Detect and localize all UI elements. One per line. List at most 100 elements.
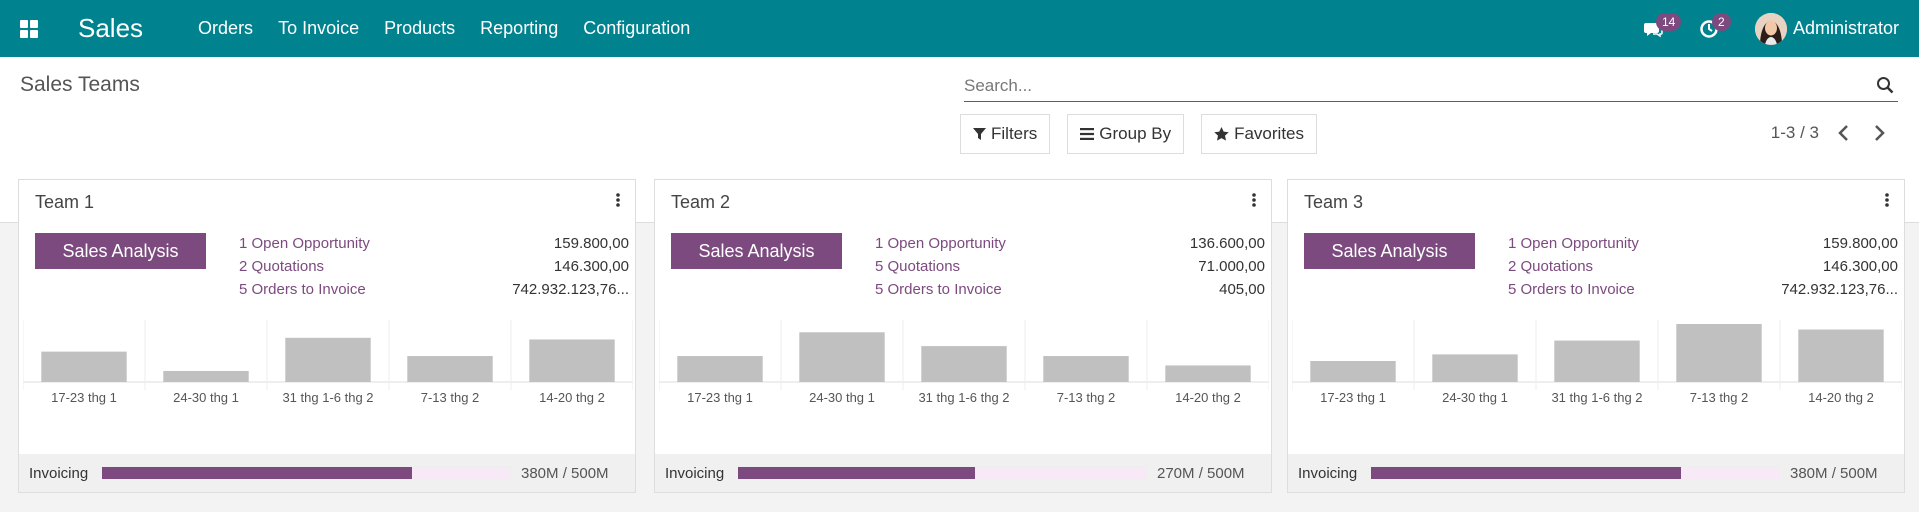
team-card[interactable]: Team 2 Sales Analysis 1 Open Opportunity… (654, 179, 1272, 493)
sales-analysis-button[interactable]: Sales Analysis (671, 233, 842, 269)
sales-analysis-button[interactable]: Sales Analysis (35, 233, 206, 269)
orders-to-invoice-link[interactable]: 5 Orders to Invoice (875, 281, 1002, 298)
user-menu[interactable]: Administrator (1792, 18, 1899, 38)
open-opportunity-link[interactable]: 1 Open Opportunity (1508, 235, 1639, 252)
filter-icon (973, 127, 986, 140)
open-opportunity-link[interactable]: 1 Open Opportunity (875, 235, 1006, 252)
graph-bar[interactable] (921, 346, 1007, 382)
graph-bar[interactable] (1676, 324, 1762, 382)
team-stats: 1 Open Opportunity 136.600,00 5 Quotation… (875, 235, 1265, 304)
stat-row: 5 Orders to Invoice 742.932.123,76... (1508, 281, 1898, 304)
pager-next-icon[interactable] (1869, 123, 1889, 143)
progress-bar (737, 466, 1147, 480)
sales-graph[interactable]: 17-23 thg 1 24-30 thg 1 31 thg 1-6 thg 2 7-… (1292, 320, 1902, 412)
graph-tick-label: 31 thg 1-6 thg 2 (1551, 390, 1642, 405)
stat-row: 5 Quotations 71.000,00 (875, 258, 1265, 281)
progress-label: Invoicing (665, 464, 725, 482)
pager-previous-icon[interactable] (1834, 123, 1854, 143)
graph-tick-label: 17-23 thg 1 (1320, 390, 1386, 405)
invoicing-progress: Invoicing 270M / 500M (655, 454, 1271, 492)
group-by-button[interactable]: Group By (1067, 114, 1185, 154)
messages-badge: 14 (1655, 12, 1682, 31)
filters-button[interactable]: Filters (960, 114, 1051, 154)
card-dropdown-icon[interactable] (1251, 192, 1257, 208)
menu-configuration[interactable]: Configuration (583, 18, 691, 38)
graph-bar[interactable] (407, 356, 493, 382)
stat-row: 1 Open Opportunity 159.800,00 (1508, 235, 1898, 258)
graph-tick-label: 24-30 thg 1 (809, 390, 875, 405)
progress-text[interactable]: 380M / 500M (521, 464, 609, 482)
apps-grid-icon[interactable] (20, 19, 38, 38)
sales-analysis-button[interactable]: Sales Analysis (1304, 233, 1475, 269)
graph-bar[interactable] (163, 370, 249, 382)
menu-orders[interactable]: Orders (198, 18, 254, 38)
graph-bar[interactable] (677, 356, 763, 382)
stat-row: 2 Quotations 146.300,00 (239, 258, 629, 281)
progress-fill (738, 467, 975, 479)
progress-label: Invoicing (1298, 464, 1358, 482)
stat-value: 742.932.123,76... (1781, 281, 1898, 298)
activities-icon[interactable]: 2 (1699, 12, 1731, 39)
stat-row: 1 Open Opportunity 159.800,00 (239, 235, 629, 258)
pager-value[interactable]: 1-3 / 3 (1770, 123, 1819, 142)
graph-tick-label: 14-20 thg 2 (1808, 390, 1874, 405)
sales-graph[interactable]: 17-23 thg 1 24-30 thg 1 31 thg 1-6 thg 2 7-… (659, 320, 1269, 412)
invoicing-progress: Invoicing 380M / 500M (1288, 454, 1904, 492)
search-icon[interactable] (1876, 76, 1896, 96)
progress-label: Invoicing (29, 464, 89, 482)
search-input[interactable] (964, 72, 1864, 100)
graph-tick-label: 14-20 thg 2 (539, 390, 605, 405)
open-opportunity-link[interactable]: 1 Open Opportunity (239, 235, 370, 252)
graph-bar[interactable] (529, 339, 615, 382)
graph-bar[interactable] (285, 337, 371, 382)
menu-reporting[interactable]: Reporting (480, 18, 559, 38)
quotations-link[interactable]: 2 Quotations (1508, 258, 1594, 275)
page-title: Sales Teams (20, 73, 140, 96)
card-dropdown-icon[interactable] (1884, 192, 1890, 208)
graph-tick-label: 17-23 thg 1 (51, 390, 117, 405)
graph-tick-label: 7-13 thg 2 (421, 390, 480, 405)
team-card[interactable]: Team 3 Sales Analysis 1 Open Opportunity… (1287, 179, 1905, 493)
messages-icon[interactable]: 14 (1643, 12, 1682, 39)
graph-bar[interactable] (1310, 361, 1396, 382)
orders-to-invoice-link[interactable]: 5 Orders to Invoice (1508, 281, 1635, 298)
graph-tick-label: 17-23 thg 1 (687, 390, 753, 405)
team-name: Team 2 (671, 192, 731, 212)
orders-to-invoice-link[interactable]: 5 Orders to Invoice (239, 281, 366, 298)
quotations-link[interactable]: 5 Quotations (875, 258, 961, 275)
card-dropdown-icon[interactable] (615, 192, 621, 208)
filters-label: Filters (991, 124, 1038, 143)
graph-bar[interactable] (1432, 354, 1518, 382)
stat-row: 5 Orders to Invoice 405,00 (875, 281, 1265, 304)
favorites-button[interactable]: Favorites (1201, 114, 1318, 154)
menu-products[interactable]: Products (384, 18, 456, 38)
graph-tick-label: 31 thg 1-6 thg 2 (918, 390, 1009, 405)
progress-text[interactable]: 270M / 500M (1157, 464, 1245, 482)
stat-value: 146.300,00 (553, 258, 629, 275)
stat-value: 742.932.123,76... (512, 281, 629, 298)
graph-bar[interactable] (41, 351, 127, 382)
graph-tick-label: 24-30 thg 1 (173, 390, 239, 405)
navbar-right: 14 2 Administrator (1643, 0, 1899, 57)
graph-tick-label: 14-20 thg 2 (1175, 390, 1241, 405)
team-card[interactable]: Team 1 Sales Analysis 1 Open Opportunity… (18, 179, 636, 493)
progress-bar (101, 466, 511, 480)
progress-text[interactable]: 380M / 500M (1790, 464, 1878, 482)
app-brand[interactable]: Sales (78, 13, 144, 43)
graph-bar[interactable] (1043, 356, 1129, 382)
star-icon (1214, 127, 1229, 141)
team-name: Team 1 (35, 192, 95, 212)
progress-bar (1370, 466, 1780, 480)
menu-to-invoice[interactable]: To Invoice (278, 18, 360, 38)
stat-row: 1 Open Opportunity 136.600,00 (875, 235, 1265, 258)
graph-bar[interactable] (799, 332, 885, 382)
graph-bar[interactable] (1554, 340, 1640, 382)
pager: 1-3 / 3 (1771, 123, 1889, 143)
user-avatar[interactable] (1754, 12, 1787, 45)
graph-bar[interactable] (1798, 329, 1884, 382)
graph-tick-label: 7-13 thg 2 (1057, 390, 1116, 405)
quotations-link[interactable]: 2 Quotations (239, 258, 325, 275)
graph-bar[interactable] (1165, 365, 1251, 382)
sales-graph[interactable]: 17-23 thg 1 24-30 thg 1 31 thg 1-6 thg 2 7-… (23, 320, 633, 412)
stat-value: 159.800,00 (1822, 235, 1898, 252)
